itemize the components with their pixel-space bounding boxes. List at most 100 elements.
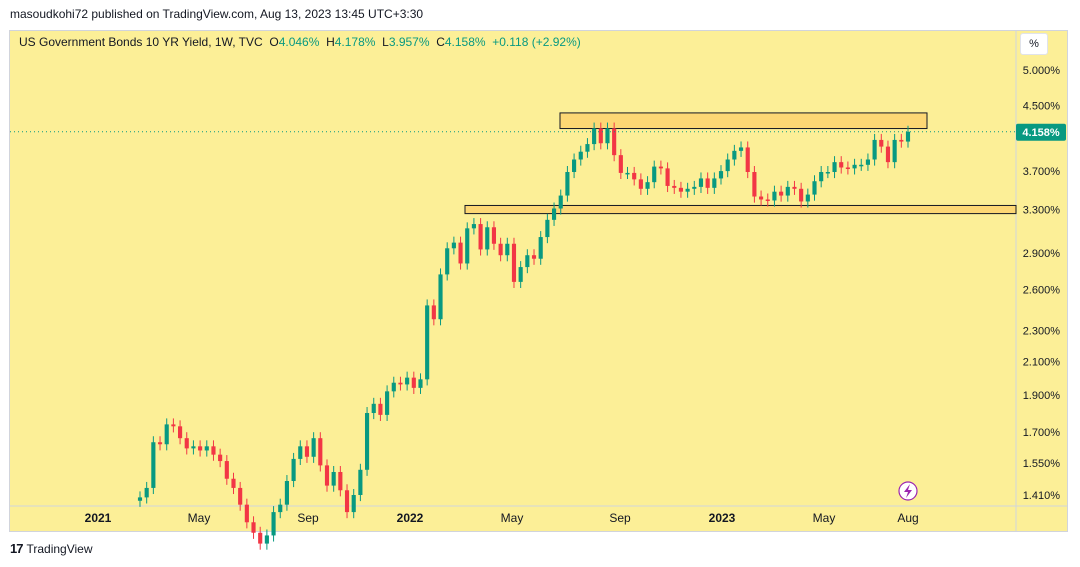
candle-body	[385, 391, 390, 415]
candle-body	[224, 461, 229, 479]
legend-low-label: L	[382, 35, 389, 49]
candle-body	[271, 512, 276, 536]
candle-body	[538, 237, 543, 259]
candle-body	[318, 438, 323, 466]
candle-body	[645, 182, 650, 189]
candle-body	[725, 159, 730, 172]
legend-close: 4.158%	[444, 35, 486, 49]
last-price-label: 4.158%	[1022, 127, 1060, 139]
candle-body	[505, 243, 510, 256]
candle-body	[398, 382, 403, 385]
candle-body	[638, 179, 643, 189]
candle-body	[218, 454, 223, 462]
candle-body	[765, 199, 770, 201]
time-tick-label: May	[813, 511, 836, 525]
candle-body	[652, 166, 657, 183]
candle-body	[485, 227, 490, 250]
candle-body	[572, 159, 577, 173]
candle-body	[251, 522, 256, 533]
candle-body	[772, 191, 777, 201]
candle-body	[832, 162, 837, 173]
candle-body	[578, 151, 583, 160]
candle-body	[211, 446, 216, 455]
candle-body	[498, 243, 503, 256]
candle-body	[852, 164, 857, 169]
candle-body	[819, 172, 824, 182]
tradingview-logo-icon: 17	[10, 541, 24, 556]
candle-body	[137, 497, 143, 501]
candle-body	[712, 178, 717, 188]
candle-body	[745, 147, 750, 173]
price-tick-label: 4.500%	[1023, 100, 1061, 112]
candle-body	[732, 150, 737, 160]
price-tick-label: 1.550%	[1023, 458, 1061, 470]
candle-body	[585, 144, 590, 152]
candle-body	[358, 469, 363, 495]
candle-body	[738, 147, 744, 151]
legend-open-label: O	[269, 35, 279, 49]
time-tick-label: Sep	[609, 511, 631, 525]
candle-body	[244, 504, 249, 523]
price-tick-label: 3.300%	[1023, 205, 1061, 217]
candle-body	[144, 487, 149, 498]
candle-body	[344, 490, 350, 513]
candle-body	[191, 446, 196, 449]
candle-body	[612, 128, 617, 156]
candle-body	[625, 172, 630, 175]
candle-body	[351, 495, 356, 513]
price-tick-label: 1.410%	[1023, 490, 1061, 502]
candle-body	[511, 243, 517, 282]
candle-body	[184, 438, 189, 449]
price-tick-label: 2.300%	[1023, 326, 1061, 338]
candle-body	[198, 446, 203, 451]
candle-body	[157, 442, 163, 445]
candle-body	[658, 166, 663, 169]
time-tick-label: 2022	[397, 511, 424, 525]
candle-body	[705, 178, 710, 188]
candle-body	[812, 181, 817, 195]
candle-body	[859, 164, 864, 167]
candle-body	[531, 255, 537, 259]
candle-body	[231, 478, 236, 488]
candle-body	[678, 187, 684, 192]
candle-body	[304, 446, 310, 457]
candle-body	[779, 191, 784, 196]
candle-body	[565, 172, 570, 196]
candle-body	[845, 167, 850, 169]
candle-body	[431, 305, 436, 320]
candle-body	[632, 172, 637, 180]
price-tick-label: 2.100%	[1023, 356, 1061, 368]
candle-body	[284, 481, 289, 505]
candle-body	[151, 442, 156, 488]
time-tick-label: May	[501, 511, 524, 525]
candle-body	[839, 162, 844, 168]
legend-low: 3.957%	[388, 35, 430, 49]
footer: 17 TradingView	[10, 541, 93, 556]
price-tick-label: 5.000%	[1023, 65, 1061, 77]
candle-body	[471, 224, 476, 229]
candle-body	[525, 255, 530, 268]
legend-close-label: C	[436, 35, 445, 49]
candle-body	[892, 139, 897, 163]
candle-body	[905, 131, 911, 142]
candle-body	[278, 504, 283, 513]
time-tick-label: May	[188, 511, 211, 525]
candle-body	[378, 403, 383, 415]
candle-body	[438, 274, 443, 320]
percent-scale-button[interactable]: %	[1020, 33, 1048, 55]
zone-box	[464, 204, 1017, 215]
candle-body	[672, 185, 677, 188]
candle-body	[258, 532, 263, 544]
legend-high-label: H	[326, 35, 335, 49]
candle-body	[598, 128, 603, 144]
candle-body	[685, 188, 690, 192]
candle-body	[491, 227, 497, 244]
time-tick-label: 2021	[85, 511, 112, 525]
candle-body	[718, 171, 724, 179]
candle-body	[865, 159, 871, 165]
candle-body	[418, 379, 423, 388]
candle-body	[551, 208, 557, 220]
candle-body	[171, 424, 176, 427]
candle-body	[879, 139, 884, 147]
